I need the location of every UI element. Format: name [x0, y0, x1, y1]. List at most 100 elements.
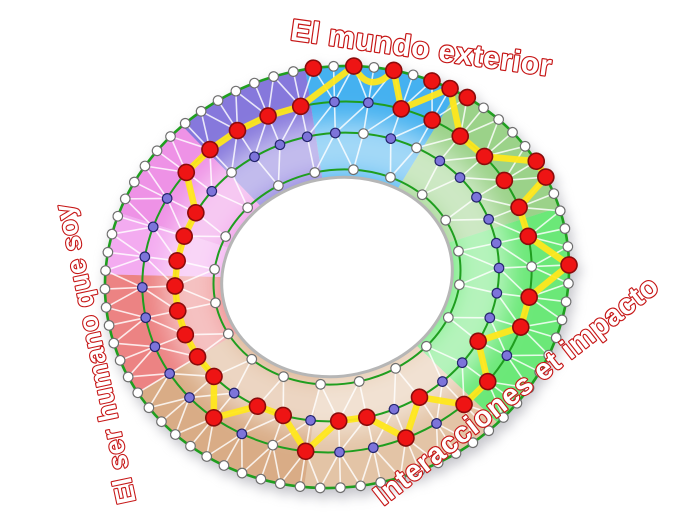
wheel-node [274, 406, 292, 425]
wheel-node [236, 428, 248, 440]
wheel-node [423, 111, 441, 129]
wheel-node [451, 127, 470, 145]
wheel-node [550, 332, 562, 344]
wheel-node [384, 61, 403, 80]
wheel-node [305, 414, 316, 426]
wheel-node [128, 176, 140, 188]
wheel-node [526, 261, 538, 272]
wheel-node [168, 302, 187, 320]
wheel-node [210, 297, 221, 309]
nodes-small [99, 60, 574, 494]
wheel-node [212, 95, 224, 106]
wheel-node [112, 210, 124, 222]
wheel-node [411, 142, 422, 154]
wheel-node [230, 85, 242, 97]
wheel-node [169, 429, 181, 440]
wheel-node [519, 227, 538, 246]
wheel-node [272, 180, 284, 192]
wheel-node [355, 480, 367, 492]
wheel-node [397, 429, 415, 447]
wheel-node [156, 416, 167, 428]
nodes-red [166, 57, 578, 461]
wheel-node [205, 367, 223, 386]
center-hole [220, 175, 454, 379]
wheel-node [139, 251, 151, 263]
wheel-node [106, 228, 118, 240]
wheel-node [537, 168, 555, 186]
wheel-node [358, 408, 376, 427]
wheel-node [99, 283, 111, 295]
wheel-node [177, 163, 196, 182]
wheel-node [149, 341, 161, 353]
wheel-node [168, 252, 186, 270]
wheel-node [367, 442, 379, 454]
wheel-node [222, 328, 234, 340]
wheel-node [534, 366, 546, 378]
wheel-node [140, 312, 152, 324]
wheel-node [122, 371, 134, 383]
wheel-node [187, 203, 205, 222]
wheel-node [420, 340, 432, 352]
wheel-node [423, 72, 441, 90]
wheel-node [114, 354, 126, 366]
wheel-node [328, 60, 339, 72]
wheel-node [301, 131, 313, 143]
wheel-node [392, 100, 411, 118]
wheel-node [329, 127, 341, 139]
wheel-node [523, 382, 535, 394]
wheel-node [176, 325, 195, 344]
wheel-node [501, 350, 513, 361]
wheel-node [375, 477, 387, 488]
wheel-node [456, 357, 468, 369]
wheel-node [493, 262, 505, 274]
wheel-node [291, 97, 310, 116]
wheel-node [560, 256, 578, 274]
wheel-node [236, 467, 248, 479]
wheel-node [493, 114, 505, 125]
wheel-node [228, 387, 240, 399]
wheel-node [345, 57, 363, 75]
wheel-node [431, 418, 442, 429]
wheel-node [132, 387, 144, 399]
wheel-node [559, 223, 571, 234]
wheel-node [434, 155, 446, 167]
wheel-node [147, 221, 159, 233]
wheel-node [543, 349, 555, 361]
wheel-node [475, 147, 494, 166]
wheel-node [390, 362, 402, 374]
wheel-node [437, 376, 448, 387]
wheel-node [498, 412, 509, 423]
wheel-node [166, 277, 184, 295]
wheel-node [329, 96, 340, 108]
wheel-node [562, 241, 574, 253]
wheel-node [164, 368, 176, 379]
wheel-node [249, 151, 260, 163]
wheel-node [201, 140, 219, 159]
wheel-node [368, 62, 380, 73]
wheel-node [455, 395, 473, 414]
wheel-node [440, 214, 452, 226]
wheel-node [491, 287, 503, 299]
wheel-node [255, 473, 267, 485]
wheel-node [556, 314, 568, 326]
wheel-node [184, 392, 195, 403]
wheel-node [507, 126, 518, 138]
wheel-node [296, 442, 315, 461]
wheel-node [520, 288, 538, 306]
wheel-node [228, 121, 247, 140]
wheel-node [314, 482, 326, 494]
wheel-node [100, 301, 112, 313]
wheel-node [242, 202, 254, 214]
wheel-node [119, 193, 131, 205]
wheel-node [353, 376, 365, 387]
wheel-node [548, 188, 560, 200]
wheel-node [220, 231, 232, 242]
wheel-node [484, 312, 496, 324]
wheel-node [204, 409, 223, 427]
wheel-node [294, 481, 306, 492]
wheel-node [226, 167, 237, 178]
wheel-node [259, 107, 277, 125]
wheel-node [287, 66, 299, 77]
